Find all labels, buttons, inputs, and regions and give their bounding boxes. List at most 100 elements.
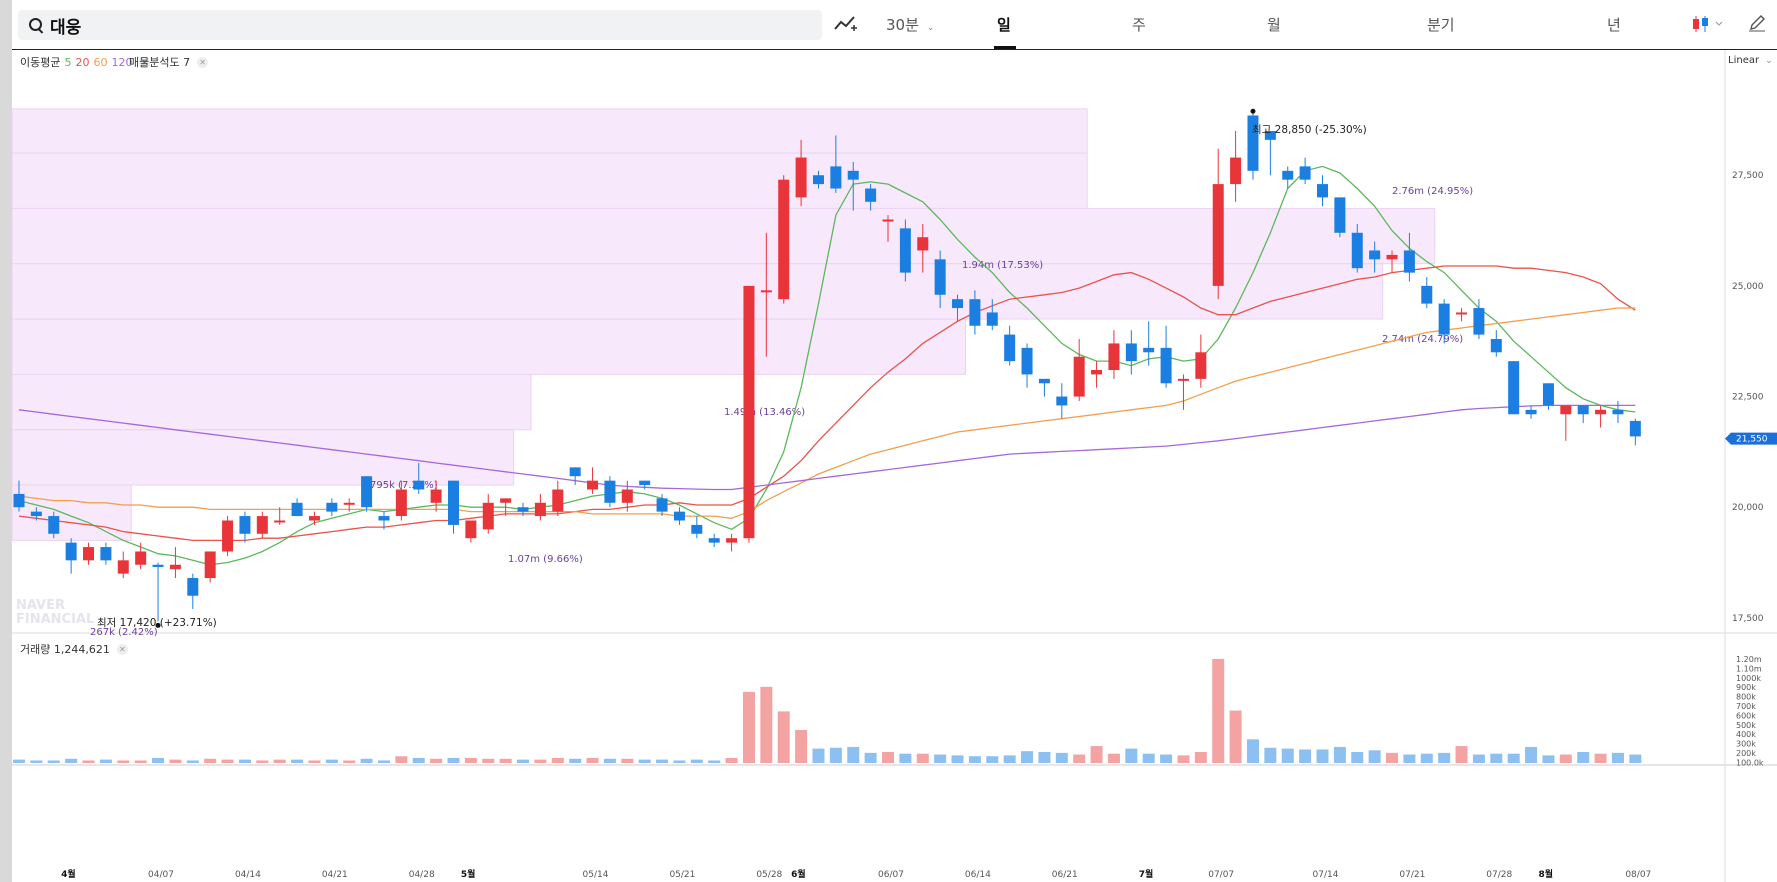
volume-bar: [569, 758, 582, 763]
candle-body: [430, 489, 442, 503]
volume-bar: [1177, 755, 1190, 763]
moving-average-line-94-ma120: [18, 404, 1636, 491]
tab-week[interactable]: 주: [1132, 16, 1146, 34]
candle-body: [117, 560, 129, 574]
x-axis-label: 05/14: [583, 870, 609, 880]
volume-bar: [186, 760, 199, 763]
volume-bar: [117, 760, 130, 763]
volume-bar: [1472, 754, 1485, 763]
volume-bar: [1525, 746, 1538, 763]
volume-profile-legend[interactable]: 매물분석도 7 ✕: [129, 54, 209, 70]
search-input[interactable]: [50, 15, 750, 35]
candle-body: [1438, 303, 1450, 335]
candle-body: [13, 493, 25, 508]
candle-body: [169, 564, 181, 570]
search-icon[interactable]: [28, 17, 44, 33]
volume-tick-label: 1000k: [1736, 674, 1761, 683]
volume-bar: [13, 759, 25, 763]
volume-bar: [812, 748, 825, 763]
chart-app: 30분 ⌄ 일 주 월 분기 년 이동평균 5 20 60 120 ✕ 매물분석도…: [12, 0, 1777, 882]
candle-body: [152, 564, 164, 567]
volume-bar: [795, 730, 808, 763]
volume-bar: [152, 757, 165, 763]
pencil-icon[interactable]: [1748, 14, 1766, 36]
ma-60: 60: [93, 55, 108, 69]
x-axis-label: 6월: [791, 868, 806, 880]
volume-bar: [256, 760, 269, 763]
search-box[interactable]: [18, 10, 822, 40]
volume-bar: [308, 760, 321, 763]
volume-profile-bar: [12, 207, 1436, 265]
tab-quarter[interactable]: 분기: [1427, 16, 1455, 34]
price-tick-label: 17,500: [1732, 614, 1764, 624]
x-axis-label: 05/21: [669, 870, 695, 880]
candle-body: [291, 502, 303, 517]
volume-bar: [847, 746, 860, 763]
tab-day[interactable]: 일: [997, 16, 1011, 34]
scale-selector[interactable]: Linear ⌄: [1728, 55, 1773, 66]
volume-profile-label: 2.76m (24.95%): [1392, 186, 1473, 197]
candle-body: [1299, 166, 1311, 180]
price-chart[interactable]: 2.76m (24.95%) 1.94m (17.53%) 2.74m (24.79…: [12, 50, 1777, 882]
close-icon[interactable]: ✕: [116, 643, 128, 655]
volume-bar: [1125, 748, 1138, 763]
volume-bar: [30, 760, 43, 763]
x-axis-label: 07/28: [1486, 870, 1512, 880]
volume-tick-label: 700k: [1736, 702, 1756, 711]
volume-bar: [690, 759, 703, 763]
volume-bar: [1107, 753, 1120, 763]
price-tick-label: 27,500: [1732, 171, 1764, 181]
x-axis-label: 07/21: [1399, 870, 1425, 880]
volume-bar: [1351, 752, 1364, 763]
candle-body: [552, 489, 564, 512]
moving-average-legend[interactable]: 이동평균 5 20 60 120 ✕: [20, 54, 151, 70]
volume-bar: [1212, 658, 1225, 763]
price-tick-label: 22,500: [1732, 393, 1764, 403]
candle-body: [917, 237, 929, 251]
volume-bar: [708, 760, 721, 763]
close-icon[interactable]: ✕: [197, 56, 209, 68]
candle-body: [1056, 396, 1068, 406]
volume-profile-bar: [12, 263, 1384, 320]
volume-bar: [986, 756, 999, 763]
volume-profile-bar: [12, 108, 1088, 154]
x-axis-label: 4월: [61, 868, 76, 880]
candle-body: [239, 516, 251, 534]
volume-bar: [1281, 748, 1294, 763]
volume-tick-label: 1.10m: [1736, 664, 1762, 673]
close-icon[interactable]: ✕: [139, 56, 151, 68]
candle-body: [760, 290, 772, 293]
line-chart-add-icon[interactable]: [834, 14, 860, 36]
volume-tick-label: 900k: [1736, 683, 1756, 692]
candle-body: [1577, 405, 1589, 415]
candle-type-icon[interactable]: [1692, 15, 1726, 37]
interval-dropdown[interactable]: 30분 ⌄: [886, 14, 934, 35]
candle-body: [604, 480, 616, 503]
volume-bar: [360, 758, 373, 763]
volume-bar: [760, 686, 773, 763]
candle-body: [308, 516, 320, 521]
volume-bar: [586, 757, 599, 763]
volume-profile-label: 1.07m (9.66%): [508, 554, 583, 565]
candle-body: [1421, 285, 1433, 304]
volume-profile-bar: [12, 373, 532, 431]
tab-year[interactable]: 년: [1607, 16, 1621, 34]
candle-body: [1073, 356, 1085, 397]
volume-tick-label: 500k: [1736, 721, 1756, 730]
candle-body: [187, 578, 199, 596]
volume-bar: [934, 754, 947, 763]
volume-legend[interactable]: 거래량 1,244,621 ✕: [20, 641, 128, 657]
scale-label: Linear: [1728, 55, 1760, 66]
ma-5: 5: [64, 55, 72, 69]
tab-month[interactable]: 월: [1267, 16, 1281, 34]
candle-body: [708, 538, 720, 543]
candle-body: [1490, 339, 1502, 353]
candle-body: [1038, 378, 1050, 384]
volume-bar: [499, 758, 512, 763]
volume-bar: [1507, 753, 1520, 763]
candle-body: [1456, 312, 1468, 315]
ma-label: 이동평균: [20, 56, 61, 69]
volume-bar: [603, 758, 616, 763]
volume-bar: [638, 759, 651, 763]
candle-body: [639, 480, 651, 486]
